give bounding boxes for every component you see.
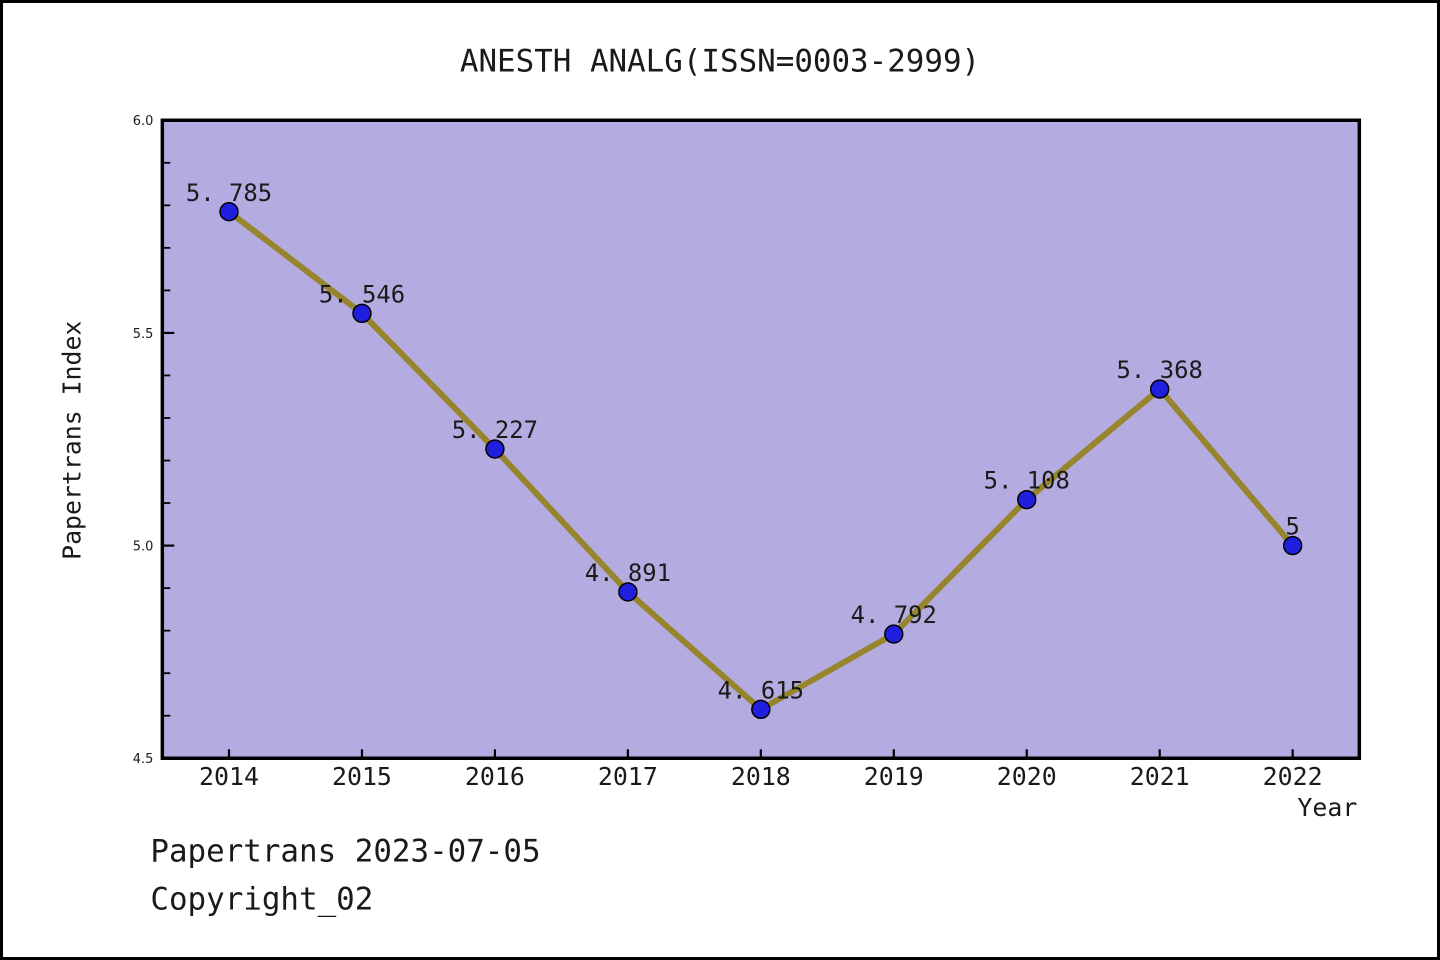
y-tick-label: 5.0 [133,540,154,555]
chart-title: ANESTH ANALG(ISSN=0003-2999) [460,44,980,80]
x-tick-label: 2017 [598,762,658,791]
data-point-2014 [219,202,239,222]
footer-date: Papertrans 2023-07-05 [150,834,540,870]
data-point-2019 [884,624,904,644]
data-point-label: 5. 785 [186,179,272,207]
data-point-2015 [352,303,372,324]
data-point-label: 5. 546 [319,280,405,308]
data-point-label: 4. 792 [851,601,937,629]
y-tick-label: 6.0 [133,114,154,129]
plot-frame [160,118,1362,760]
x-tick-label: 2018 [731,762,791,791]
x-tick-label: 2020 [997,762,1057,791]
y-tick-label: 5.5 [133,327,154,342]
x-tick-label: 2014 [199,762,259,791]
data-point-2018 [751,699,771,720]
y-tick-label: 4.5 [133,752,154,767]
data-point-label: 5 [1285,513,1299,541]
data-point-label: 5. 368 [1117,356,1203,384]
plot-area: 4.5 5.0 5.5 6.0 2014 2015 2016 2017 2018 2019 2020… [133,114,1362,791]
data-point-label: 4. 615 [718,676,804,704]
data-point-label: 5. 227 [452,416,538,444]
x-axis-label: Year [1297,793,1357,822]
x-tick-label: 2015 [332,762,392,791]
data-point-label: 5. 108 [984,467,1070,495]
plot-background [162,120,1360,759]
x-tick-label: 2016 [465,762,525,791]
data-point-2022 [1282,535,1303,556]
data-point-2017 [618,582,638,602]
x-tick-label: 2021 [1130,762,1190,791]
data-point-2021 [1149,379,1170,399]
data-point-2020 [1017,489,1037,510]
x-tick-label: 2022 [1263,762,1323,791]
footer-copyright: Copyright_02 [150,881,373,917]
y-axis-label: Papertrans Index [58,321,87,560]
data-point-label: 4. 891 [585,559,671,587]
x-tick-label: 2019 [864,762,924,791]
chart-svg: 4.5 5.0 5.5 6.0 2014 2015 2016 2017 2018 2019 2020… [58,44,1362,917]
data-point-2016 [485,439,505,459]
